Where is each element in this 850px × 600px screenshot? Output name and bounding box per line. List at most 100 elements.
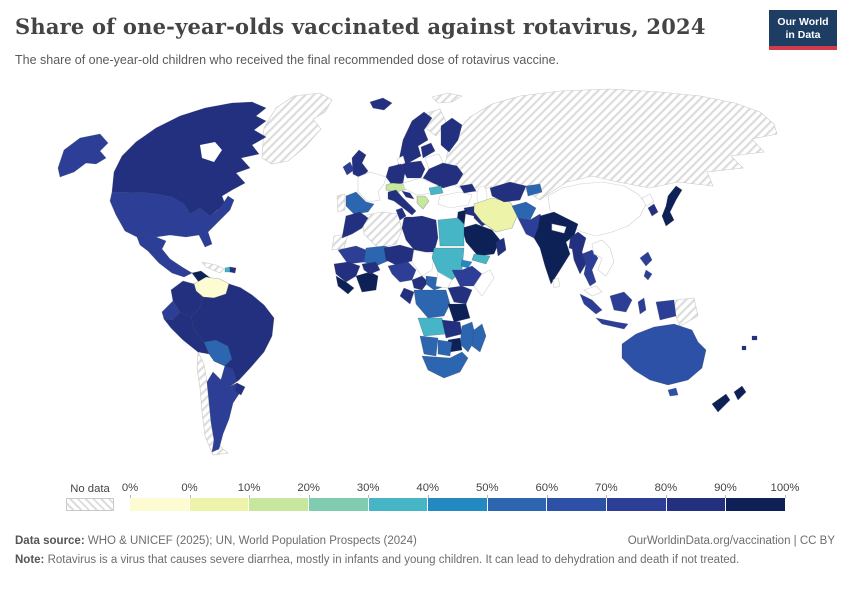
region-greenland[interactable] bbox=[261, 92, 333, 165]
legend-cell[interactable] bbox=[130, 498, 189, 511]
legend-cell[interactable] bbox=[665, 498, 726, 511]
region-tanzania[interactable] bbox=[447, 303, 471, 323]
region-gabon-congo[interactable] bbox=[399, 287, 415, 305]
legend-cell[interactable] bbox=[188, 498, 249, 511]
legend-cell[interactable] bbox=[248, 498, 308, 511]
region-italy[interactable] bbox=[387, 189, 417, 216]
legend-cell[interactable] bbox=[427, 498, 487, 511]
region-mauritania[interactable] bbox=[337, 245, 367, 265]
region-finland[interactable] bbox=[440, 117, 463, 153]
region-namibia[interactable] bbox=[419, 335, 439, 357]
region-croatia[interactable] bbox=[401, 190, 415, 200]
region-south-korea[interactable] bbox=[647, 203, 659, 217]
region-south-africa[interactable] bbox=[421, 351, 469, 379]
region-new-zealand[interactable] bbox=[733, 385, 747, 401]
region-indonesia[interactable] bbox=[595, 317, 629, 330]
region-iceland[interactable] bbox=[369, 97, 393, 111]
region-philippines[interactable] bbox=[643, 269, 653, 281]
region-north-korea[interactable] bbox=[641, 193, 655, 207]
region-nigeria[interactable] bbox=[387, 261, 417, 283]
region-madagascar[interactable] bbox=[471, 323, 487, 353]
region-india[interactable] bbox=[533, 211, 579, 285]
region-turkmen-uzbek[interactable] bbox=[489, 181, 527, 203]
region-tunisia[interactable] bbox=[395, 207, 407, 221]
region-spain[interactable] bbox=[345, 191, 375, 215]
region-kyrgyz-tajik[interactable] bbox=[525, 183, 543, 197]
region-thailand[interactable] bbox=[581, 249, 599, 287]
region-burkina[interactable] bbox=[361, 261, 381, 275]
region-philippines[interactable] bbox=[639, 251, 653, 267]
region-nepal[interactable] bbox=[551, 223, 567, 234]
region-myanmar[interactable] bbox=[569, 231, 587, 275]
region-paraguay[interactable] bbox=[220, 365, 238, 388]
region-germany[interactable] bbox=[385, 163, 406, 186]
legend-cell[interactable] bbox=[486, 498, 547, 511]
region-ireland[interactable] bbox=[342, 161, 355, 176]
region-haiti[interactable] bbox=[224, 266, 231, 273]
region-chile[interactable] bbox=[196, 350, 229, 456]
legend-tick-label: 70% bbox=[595, 482, 618, 494]
region-vanuatu[interactable] bbox=[741, 345, 747, 351]
region-australia[interactable] bbox=[621, 323, 707, 386]
region-morocco[interactable] bbox=[341, 211, 369, 239]
region-new-zealand[interactable] bbox=[711, 393, 731, 413]
region-papua-new-guinea[interactable] bbox=[673, 297, 699, 327]
region-sri-lanka[interactable] bbox=[552, 277, 561, 289]
region-baltics[interactable] bbox=[420, 142, 436, 159]
region-yemen[interactable] bbox=[471, 253, 491, 265]
region-indonesia[interactable] bbox=[579, 293, 603, 315]
region-indonesia[interactable] bbox=[655, 299, 677, 321]
region-portugal[interactable] bbox=[336, 193, 346, 213]
region-libya[interactable] bbox=[401, 215, 439, 253]
region-turkey[interactable] bbox=[437, 191, 473, 209]
region-brazil[interactable] bbox=[190, 283, 275, 388]
region-cameroon[interactable] bbox=[411, 275, 429, 291]
region-afghanistan[interactable] bbox=[511, 201, 537, 221]
region-somalia[interactable] bbox=[473, 269, 495, 297]
region-dominican-republic[interactable] bbox=[229, 266, 237, 274]
region-france[interactable] bbox=[357, 171, 387, 203]
legend-cell[interactable] bbox=[725, 498, 786, 511]
region-poland[interactable] bbox=[402, 160, 426, 179]
region-drc[interactable] bbox=[413, 289, 451, 319]
region-ukraine[interactable] bbox=[422, 162, 464, 189]
attribution-link[interactable]: OurWorldinData.org/vaccination | CC BY bbox=[627, 535, 835, 547]
region-cuba[interactable] bbox=[201, 261, 225, 274]
region-uk[interactable] bbox=[351, 149, 369, 179]
region-svalbard[interactable] bbox=[431, 92, 463, 104]
region-zambia[interactable] bbox=[441, 319, 463, 339]
region-canada[interactable] bbox=[111, 101, 267, 217]
region-mexico[interactable] bbox=[136, 232, 193, 278]
region-iran[interactable] bbox=[473, 197, 519, 233]
region-tasmania[interactable] bbox=[667, 387, 679, 397]
region-greece[interactable] bbox=[416, 195, 430, 210]
region-caucasus[interactable] bbox=[459, 183, 477, 194]
region-angola[interactable] bbox=[417, 317, 447, 337]
region-cote-ghana[interactable] bbox=[355, 271, 379, 293]
legend-cell[interactable] bbox=[606, 498, 666, 511]
region-algeria[interactable] bbox=[361, 211, 403, 249]
legend-no-data-swatch[interactable] bbox=[66, 498, 114, 511]
legend-cell[interactable] bbox=[307, 498, 368, 511]
region-egypt[interactable] bbox=[437, 217, 465, 247]
region-fiji[interactable] bbox=[751, 335, 758, 341]
region-indonesia[interactable] bbox=[609, 291, 633, 313]
region-chad[interactable] bbox=[411, 249, 435, 277]
region-uganda-kenya[interactable] bbox=[447, 285, 473, 305]
region-niger[interactable] bbox=[383, 244, 415, 266]
legend-cell[interactable] bbox=[367, 498, 428, 511]
legend-cell[interactable] bbox=[546, 498, 607, 511]
region-malaysia[interactable] bbox=[583, 285, 603, 297]
region-bolivia[interactable] bbox=[203, 339, 233, 367]
region-bulgaria[interactable] bbox=[428, 185, 444, 196]
region-botswana[interactable] bbox=[437, 339, 453, 357]
region-japan[interactable] bbox=[661, 185, 683, 227]
region-laos-vietnam[interactable] bbox=[591, 239, 615, 277]
region-guinea-sierra[interactable] bbox=[335, 275, 355, 295]
owid-logo[interactable]: Our World in Data bbox=[769, 10, 837, 50]
region-uruguay[interactable] bbox=[234, 382, 246, 396]
region-indonesia[interactable] bbox=[637, 297, 647, 315]
region-alaska[interactable] bbox=[57, 133, 109, 178]
region-argentina[interactable] bbox=[206, 371, 242, 453]
region-oman[interactable] bbox=[495, 237, 507, 257]
